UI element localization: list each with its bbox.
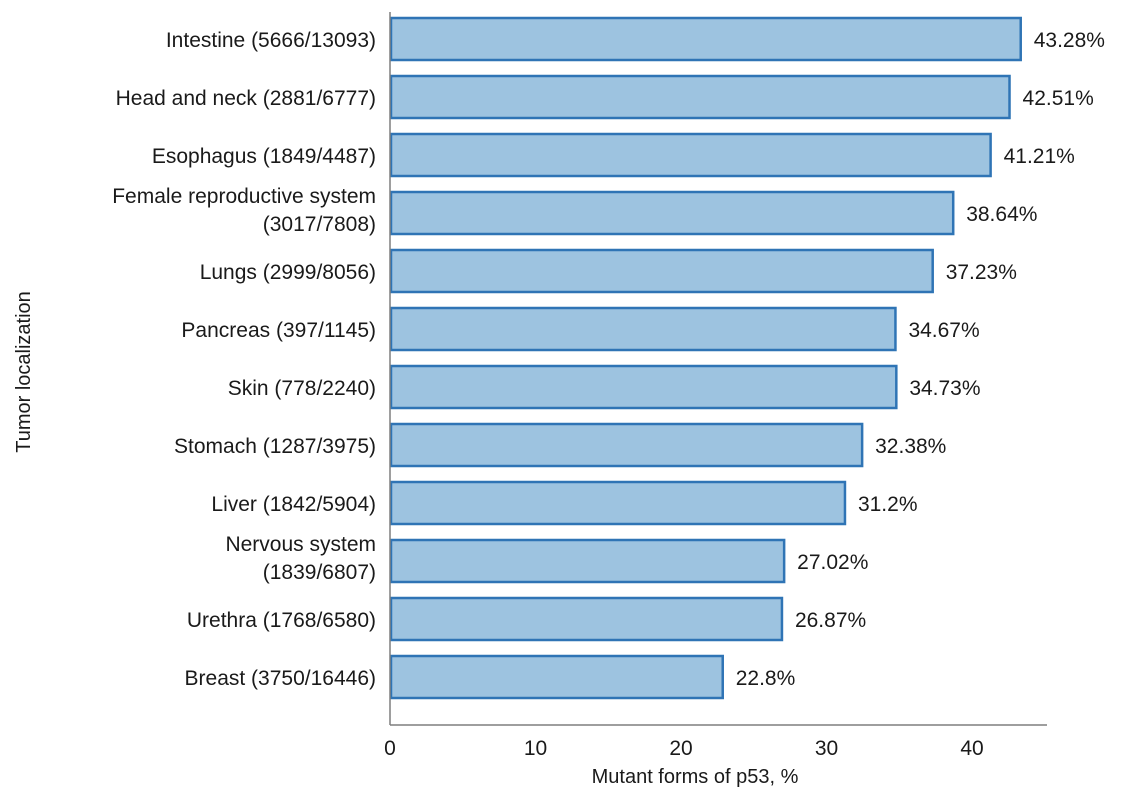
bar: [389, 538, 786, 584]
category-label: Stomach (1287/3975): [174, 435, 376, 458]
category-label: (1839/6807): [263, 561, 376, 584]
value-label: 22.8%: [736, 667, 796, 690]
category-label: Lungs (2999/8056): [200, 261, 376, 284]
x-tick-label: 40: [960, 737, 983, 760]
category-label: (3017/7808): [263, 213, 376, 236]
value-label: 31.2%: [858, 493, 918, 516]
x-axis-title: Mutant forms of p53, %: [592, 766, 799, 788]
x-tick-label: 30: [815, 737, 838, 760]
value-label: 43.28%: [1034, 29, 1105, 52]
value-label: 34.67%: [908, 319, 979, 342]
bar: [389, 190, 955, 236]
bars-layer: [389, 16, 1022, 700]
x-tick-label: 0: [384, 737, 396, 760]
bar: [389, 596, 784, 642]
category-label: Liver (1842/5904): [211, 493, 376, 516]
category-label: Pancreas (397/1145): [181, 319, 376, 342]
category-label: Head and neck (2881/6777): [116, 87, 376, 110]
value-label: 41.21%: [1004, 145, 1075, 168]
x-tick-label: 20: [669, 737, 692, 760]
value-label: 34.73%: [909, 377, 980, 400]
category-label: Female reproductive system: [112, 185, 376, 208]
value-label: 26.87%: [795, 609, 866, 632]
bar: [389, 132, 992, 178]
bar: [389, 654, 724, 700]
value-label: 32.38%: [875, 435, 946, 458]
category-label: Breast (3750/16446): [185, 667, 376, 690]
bar: [389, 422, 864, 468]
bar: [389, 248, 934, 294]
bar: [389, 306, 897, 352]
category-label: Nervous system: [225, 533, 376, 556]
category-label: Urethra (1768/6580): [187, 609, 376, 632]
category-label: Skin (778/2240): [228, 377, 376, 400]
bar: [389, 74, 1011, 120]
y-axis-title: Tumor localization: [13, 291, 35, 453]
value-label: 42.51%: [1023, 87, 1094, 110]
bar: [389, 16, 1022, 62]
x-tick-label: 10: [524, 737, 547, 760]
category-label: Esophagus (1849/4487): [152, 145, 376, 168]
category-label: Intestine (5666/13093): [166, 29, 376, 52]
value-labels: 43.28% 42.51% 41.21% 38.64% 37.23% 34.67% 34.7…: [736, 29, 1105, 690]
value-label: 38.64%: [966, 203, 1037, 226]
bar: [389, 480, 847, 526]
x-axis-ticks: 0 10 20 30 40: [384, 737, 984, 760]
category-labels: Intestine (5666/13093) Head and neck (288…: [112, 29, 376, 690]
bar: [389, 364, 898, 410]
value-label: 27.02%: [797, 551, 868, 574]
value-label: 37.23%: [946, 261, 1017, 284]
